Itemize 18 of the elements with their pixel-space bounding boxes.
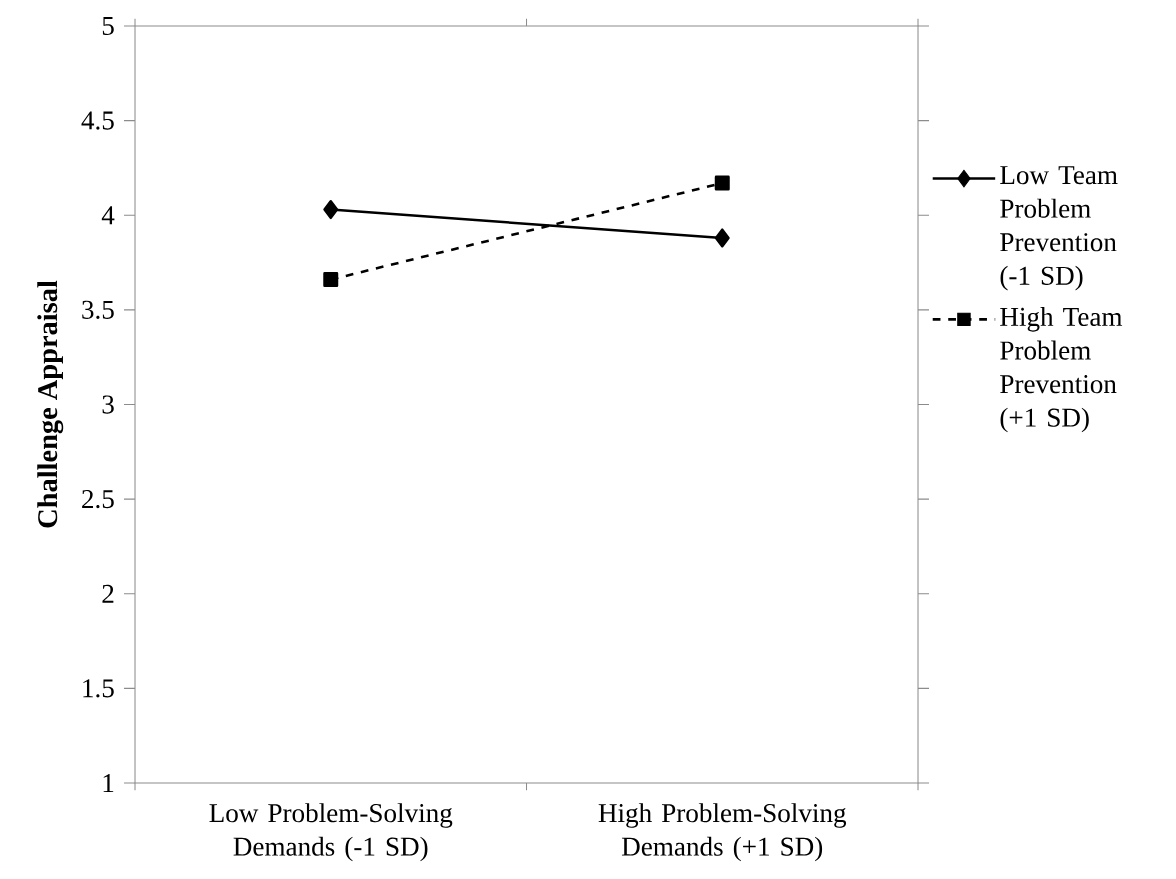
point bbox=[714, 175, 730, 191]
y-tick-label: 2 bbox=[102, 584, 114, 603]
y-axis-title: Challenge Appraisal bbox=[37, 280, 64, 528]
y-tick-label: 3.5 bbox=[82, 300, 114, 320]
y-tick-label: 2.5 bbox=[82, 489, 114, 509]
y-tick-label: 4 bbox=[101, 206, 115, 225]
point bbox=[323, 200, 339, 220]
y-tick-label: 1.5 bbox=[83, 679, 114, 698]
legend-label: Low Team Problem Prevention (-1 SD) bbox=[1000, 166, 1118, 291]
point bbox=[714, 228, 730, 248]
y-tick-label: 5 bbox=[102, 17, 114, 36]
y-tick-label: 1 bbox=[103, 774, 114, 792]
y-tick-label: 3 bbox=[102, 395, 114, 414]
legend-label: High Team Problem Prevention (+1 SD) bbox=[1000, 307, 1123, 433]
y-tick-label: 4.5 bbox=[81, 111, 114, 130]
x-tick-label: Low Problem-Solving Demands (-1 SD) bbox=[209, 803, 453, 862]
point bbox=[323, 272, 339, 288]
x-tick-label: High Problem-Solving Demands (+1 SD) bbox=[598, 803, 847, 862]
